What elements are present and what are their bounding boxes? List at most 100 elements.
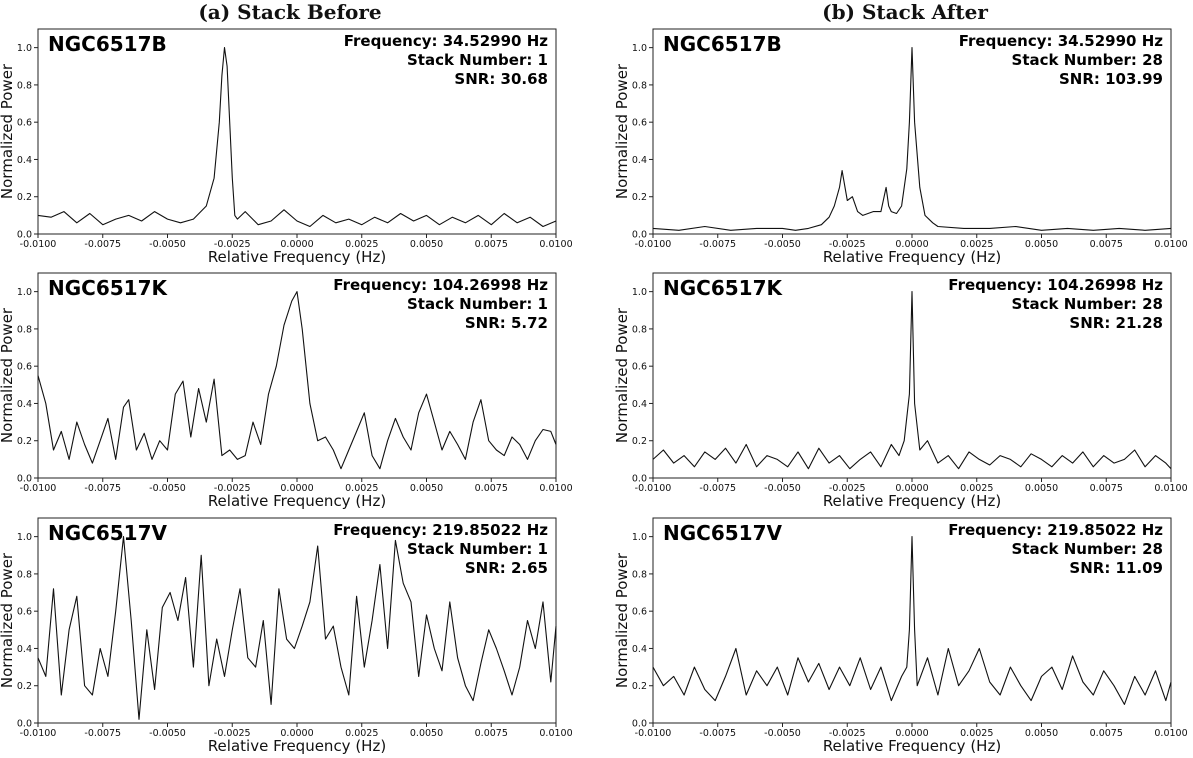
panel-after-0-ytick-label: 0.0 — [632, 230, 647, 241]
panel-after-2-xtick-label: 0.0000 — [895, 728, 928, 739]
panel-after-2-ytick-label: 1.0 — [632, 532, 647, 543]
panel-after-0-xtick-label: -0.0100 — [635, 239, 672, 250]
panel-before-0-series-line — [37, 47, 557, 228]
panel-after-0-xtick-label: 0.0025 — [960, 239, 993, 250]
panel-after-1-ytick-label: 0.2 — [632, 436, 647, 447]
panel-before-2-ytick-label: 0.0 — [17, 719, 32, 730]
panel-after-2-ytick-label: 0.0 — [632, 719, 647, 730]
panel-after-2-xtick-label: 0.0100 — [1154, 728, 1187, 739]
panel-after-1-series-line — [652, 291, 1172, 470]
panel-after-1-ytick-label: 1.0 — [632, 287, 647, 298]
panel-before-2-xtick-label: 0.0050 — [410, 728, 443, 739]
panel-before-0-info-line: Stack Number: 1 — [407, 51, 548, 69]
panel-before-0-ytick-label: 0.6 — [17, 118, 32, 129]
panel-before-1-info-line: Frequency: 104.26998 Hz — [333, 276, 548, 294]
panel-before-0-xtick-label: 0.0100 — [539, 239, 572, 250]
panel-after-2-info-line: SNR: 11.09 — [1069, 559, 1163, 577]
panel-before-0-info-line: SNR: 30.68 — [454, 70, 548, 88]
panel-after-0-xtick-label: 0.0000 — [895, 239, 928, 250]
panel-before-2-ylabel: Normalized Power — [0, 552, 16, 688]
panel-before-0-xtick-label: 0.0025 — [345, 239, 378, 250]
panel-after-1-xtick-label: 0.0025 — [960, 483, 993, 494]
panel-before-0-xtick-label: 0.0075 — [475, 239, 508, 250]
panel-before-0-xtick-label: 0.0050 — [410, 239, 443, 250]
panel-after-0-series-line — [652, 47, 1172, 231]
panel-before-2-xlabel: Relative Frequency (Hz) — [208, 737, 386, 755]
panel-before-1-xtick-label: -0.0075 — [84, 483, 121, 494]
panel-after-2-xtick-label: -0.0075 — [699, 728, 736, 739]
panel-after-1-ylabel: Normalized Power — [613, 307, 631, 443]
panel-after-2-ylabel: Normalized Power — [613, 552, 631, 688]
panel-after-0-xtick-label: -0.0075 — [699, 239, 736, 250]
panel-before-2-xtick-label: -0.0025 — [214, 728, 251, 739]
panel-after-2-xtick-label: -0.0025 — [829, 728, 866, 739]
panel-before-1-xlabel: Relative Frequency (Hz) — [208, 492, 386, 510]
panel-after-0-xlabel: Relative Frequency (Hz) — [823, 248, 1001, 266]
panel-after-0-ylabel: Normalized Power — [613, 63, 631, 199]
panel-after-2-ytick-label: 0.2 — [632, 681, 647, 692]
panel-before-1-ytick-label: 1.0 — [17, 287, 32, 298]
panel-before-2-ytick-label: 0.6 — [17, 607, 32, 618]
panel-after-2-xtick-label: 0.0075 — [1090, 728, 1123, 739]
panel-before-0-xlabel: Relative Frequency (Hz) — [208, 248, 386, 266]
panel-after-1-info-line: Stack Number: 28 — [1012, 295, 1163, 313]
panel-after-0-ytick-label: 0.2 — [632, 192, 647, 203]
panel-after-0-xtick-label: 0.0075 — [1090, 239, 1123, 250]
panel-before-0-ytick-label: 0.2 — [17, 192, 32, 203]
panel-before-2-ytick-label: 0.8 — [17, 569, 32, 580]
panel-before-1-xtick-label: 0.0075 — [475, 483, 508, 494]
panel-after-1-xtick-label: 0.0050 — [1025, 483, 1058, 494]
panel-before-2-xtick-label: 0.0025 — [345, 728, 378, 739]
panel-before-1-xtick-label: -0.0100 — [20, 483, 57, 494]
panel-after-2-xtick-label: 0.0025 — [960, 728, 993, 739]
panel-after-2-xtick-label: -0.0050 — [764, 728, 801, 739]
panel-before-1-ytick-label: 0.4 — [17, 399, 32, 410]
panel-before-0-xtick-label: -0.0100 — [20, 239, 57, 250]
panel-before-2-xtick-label: -0.0075 — [84, 728, 121, 739]
panel-before-1-series-line — [37, 291, 557, 470]
panel-after-2-ytick-label: 0.4 — [632, 644, 647, 655]
panel-after-1-ytick-label: 0.4 — [632, 399, 647, 410]
panel-after-0-info-line: Frequency: 34.52990 Hz — [959, 32, 1164, 50]
panel-after-2-info-line: Frequency: 219.85022 Hz — [948, 521, 1163, 539]
panel-after-2-ytick-label: 0.6 — [632, 607, 647, 618]
panel-before-0-ytick-label: 0.4 — [17, 155, 32, 166]
panel-after-0-ytick-label: 0.8 — [632, 80, 647, 91]
panel-after-2-info-line: Stack Number: 28 — [1012, 540, 1163, 558]
panel-before-1-ytick-label: 0.2 — [17, 436, 32, 447]
panel-after-0-info-line: Stack Number: 28 — [1012, 51, 1163, 69]
panel-before-1-ytick-label: 0.8 — [17, 324, 32, 335]
panel-before-0-frame — [37, 28, 557, 235]
panel-before-0-info-line: Frequency: 34.52990 Hz — [344, 32, 549, 50]
panel-before-2-xtick-label: -0.0100 — [20, 728, 57, 739]
panel-before-2-xtick-label: -0.0050 — [149, 728, 186, 739]
panel-before-2-frame — [37, 517, 557, 724]
panel-before-2-xtick-label: 0.0100 — [539, 728, 572, 739]
panel-before-0-xtick-label: -0.0025 — [214, 239, 251, 250]
panel-before-1-info-line: Stack Number: 1 — [407, 295, 548, 313]
panel-before-1-source-label: NGC6517K — [48, 276, 168, 300]
panel-after-1-xtick-label: -0.0050 — [764, 483, 801, 494]
left-column-title: (a) Stack Before — [198, 0, 382, 24]
panel-after-1-ytick-label: 0.6 — [632, 362, 647, 373]
panel-before-2-ytick-label: 0.2 — [17, 681, 32, 692]
panel-before-2-source-label: NGC6517V — [48, 521, 167, 545]
panel-after-1-info-line: Frequency: 104.26998 Hz — [948, 276, 1163, 294]
panel-before-1-xtick-label: -0.0025 — [214, 483, 251, 494]
panel-before-1-frame — [37, 272, 557, 479]
panel-after-0-xtick-label: 0.0100 — [1154, 239, 1187, 250]
panel-after-1-xtick-label: 0.0100 — [1154, 483, 1187, 494]
panel-before-0-ylabel: Normalized Power — [0, 63, 16, 199]
panel-before-1-xtick-label: -0.0050 — [149, 483, 186, 494]
panel-after-2-xlabel: Relative Frequency (Hz) — [823, 737, 1001, 755]
right-column-title: (b) Stack After — [822, 0, 988, 24]
panel-before-1-ylabel: Normalized Power — [0, 307, 16, 443]
panel-before-2-info-line: SNR: 2.65 — [465, 559, 548, 577]
panel-before-2-series-line — [37, 536, 557, 720]
panel-after-0-ytick-label: 0.6 — [632, 118, 647, 129]
panel-before-0-ytick-label: 0.0 — [17, 230, 32, 241]
panel-before-2-ytick-label: 0.4 — [17, 644, 32, 655]
panel-after-1-xtick-label: -0.0100 — [635, 483, 672, 494]
panel-before-1-xtick-label: 0.0000 — [280, 483, 313, 494]
panel-before-1-xtick-label: 0.0100 — [539, 483, 572, 494]
